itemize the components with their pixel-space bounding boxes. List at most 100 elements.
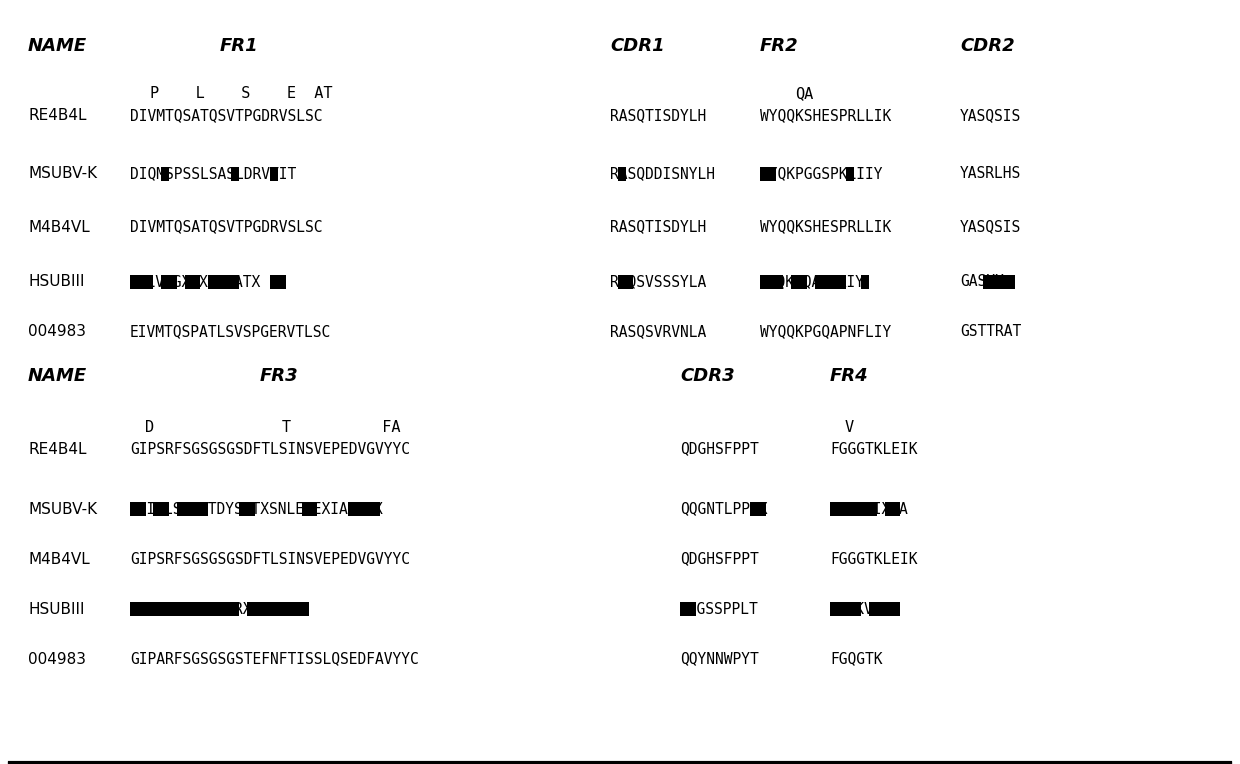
Text: GSTTRAT: GSTTRAT [960,325,1022,339]
Text: M4B4VL: M4B4VL [29,552,89,566]
Bar [192,602,239,616]
Bar [294,602,310,616]
Text: 004983: 004983 [29,652,86,666]
Bar [130,275,138,289]
Text: RASQTISDYLH: RASQTISDYLH [610,219,707,235]
Bar [145,602,177,616]
Text: YASQSIS: YASQSIS [960,219,1022,235]
Bar [130,602,145,616]
Text: DIVMTQSATQSVTPGDRVSLSC: DIVMTQSATQSVTPGDRVSLSC [130,108,322,124]
Bar [884,502,900,516]
Bar [232,167,239,181]
Text: RXQSVSSSYLA: RXQSVSSSYLA [610,274,707,290]
Text: DIVMTQSATQSVTPGDRVSLSC: DIVMTQSATQSVTPGDRVSLSC [130,219,322,235]
Bar [247,602,263,616]
Bar [263,602,294,616]
Text: CDR3: CDR3 [680,367,734,385]
Text: MSUBV-K: MSUBV-K [29,501,97,516]
Bar [161,167,169,181]
Text: WYQKPGGSPKLIIY: WYQKPGGSPKLIIY [760,167,883,182]
Text: CDR1: CDR1 [610,37,665,55]
Text: GIPSRFSGSGSGSDFTLSINSVEPEDVGVYYC: GIPSRFSGSGSGSDFTLSINSVEPEDVGVYYC [130,442,410,457]
Text: P    L    S    E  AT: P L S E AT [150,86,332,102]
Bar [348,502,365,516]
Text: XQXKVXXX: XQXKVXXX [830,601,900,617]
Bar [177,602,192,616]
Bar [830,502,846,516]
Text: RASQTISDYLH: RASQTISDYLH [610,108,707,124]
Text: HSUBIII: HSUBIII [29,601,84,617]
Text: FGQGTK: FGQGTK [830,652,883,666]
Text: QQGNTLPPRX: QQGNTLPPRX [680,501,768,516]
Text: V: V [844,419,854,435]
Text: XQQKXQAXXXIY: XQQKXQAXXXIY [760,274,866,290]
Text: XYGSSPPLT: XYGSSPPLT [680,601,759,617]
Bar [192,502,208,516]
Text: WYQQKSHESPRLLIK: WYQQKSHESPRLLIK [760,219,892,235]
Text: FGGGTKLEIK: FGGGTKLEIK [830,442,918,457]
Bar [983,275,1014,289]
Text: FR3: FR3 [260,367,299,385]
Bar [177,502,192,516]
Text: RE4B4L: RE4B4L [29,442,87,457]
Text: RE4B4L: RE4B4L [29,108,87,124]
Text: QDGHSFPPT: QDGHSFPPT [680,442,759,457]
Bar [791,275,807,289]
Bar [760,275,784,289]
Bar [846,167,853,181]
Bar [365,502,379,516]
Bar [270,275,286,289]
Text: M4B4VL: M4B4VL [29,219,89,235]
Text: RASQDDISNYLH: RASQDDISNYLH [610,167,715,182]
Text: QDGHSFPPT: QDGHSFPPT [680,552,759,566]
Text: YASRLHS: YASRLHS [960,167,1022,182]
Text: CDR2: CDR2 [960,37,1014,55]
Text: FR2: FR2 [760,37,799,55]
Text: MSUBV-K: MSUBV-K [29,167,97,182]
Text: GIPSRFSGSGSGSDFTLSINSVEPEDVGVYYC: GIPSRFSGSGSGSDFTLSINSVEPEDVGVYYC [130,552,410,566]
Text: QA: QA [795,86,813,102]
Text: DIQMSPSSLSASLDRVTIT: DIQMSPSSLSASLDRVTIT [130,167,296,182]
Text: 004983: 004983 [29,325,86,339]
Bar [130,502,145,516]
Text: EIVMTQSPATLSVSPGERVTLSC: EIVMTQSPATLSVSPGERVTLSC [130,325,331,339]
Bar [815,275,846,289]
Text: FR4: FR4 [830,367,869,385]
Text: WYQQKSHESPRLLIK: WYQQKSHESPRLLIK [760,108,892,124]
Text: XVISLSXGXTDYSLTXSNLEQEXIATXFX: XVISLSXGXTDYSLTXSNLEQEXIATXFX [130,501,383,516]
Text: GIPARFSGSGSGSTEFNFTISSLQSEDFAVYYC: GIPARFSGSGSGSTEFNFTISSLQSEDFAVYYC [130,652,419,666]
Bar [208,275,239,289]
Text: NAME: NAME [29,367,87,385]
Text: EILVQGXLXXERATX: EILVQGXLXXERATX [130,274,262,290]
Text: NAME: NAME [29,37,87,55]
Bar [750,502,766,516]
Bar [846,602,862,616]
Text: HSUBIII: HSUBIII [29,274,84,290]
Bar [869,602,900,616]
Text: XGXXXIXRA: XGXXXIXRA [830,501,909,516]
Bar [270,167,278,181]
Text: FGGGTKLEIK: FGGGTKLEIK [830,552,918,566]
Bar [760,167,768,181]
Text: GASXX: GASXX [960,274,1003,290]
Bar [846,502,877,516]
Bar [768,167,775,181]
Text: D              T          FA: D T FA [145,419,401,435]
Bar [154,502,169,516]
Bar [862,275,869,289]
Bar [830,602,846,616]
Bar [161,275,177,289]
Bar [618,275,634,289]
Text: FR1: FR1 [219,37,259,55]
Text: RASQSVRVNLA: RASQSVRVNLA [610,325,707,339]
Bar [301,502,317,516]
Bar [618,167,626,181]
Bar [185,275,200,289]
Text: WYQQKPGQAPNFLIY: WYQQKPGQAPNFLIY [760,325,892,339]
Bar [239,502,254,516]
Text: XDXXGXDXXXXXRXEPEXXX: XDXXGXDXXXXXRXEPEXXX [130,601,305,617]
Text: YASQSIS: YASQSIS [960,108,1022,124]
Text: QQYNNWPYT: QQYNNWPYT [680,652,759,666]
Bar [680,602,696,616]
Bar [138,275,154,289]
